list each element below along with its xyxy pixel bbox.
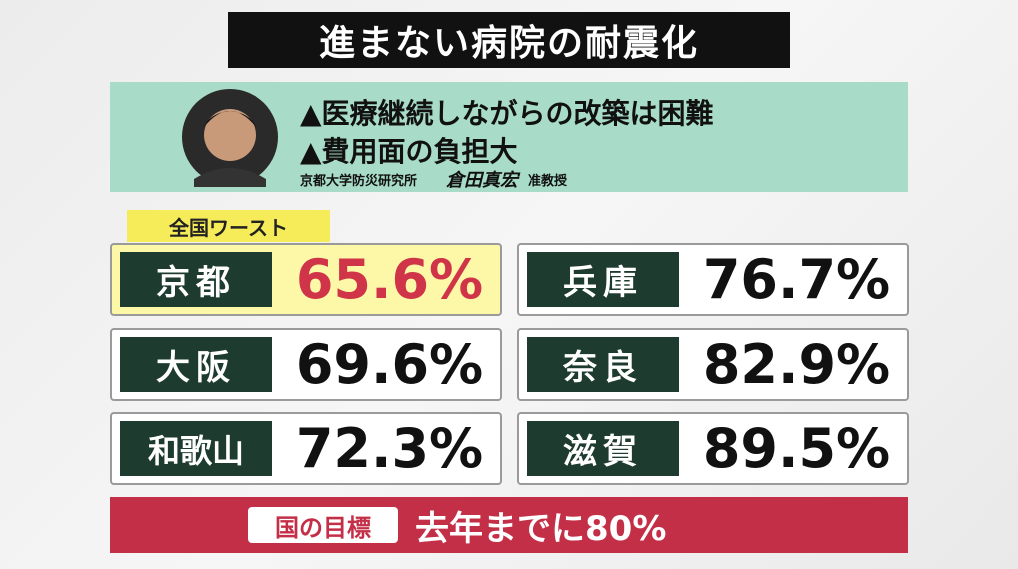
expert-photo [182,89,278,187]
prefecture-card: 滋賀 89.5% [517,412,909,485]
rate: 76.7% [702,248,891,311]
prefecture-name: 和歌山 [120,421,272,476]
rate: 82.9% [702,333,891,396]
rate: 65.6% [295,248,484,311]
prefecture-name: 滋賀 [527,421,679,476]
prefecture-card: 和歌山 72.3% [110,412,502,485]
expert-panel: ▲医療継続しながらの改築は困難 ▲費用面の負担大 京都大学防災研究所 倉田真宏 … [110,82,908,192]
rate: 69.6% [295,333,484,396]
prefecture-name: 兵庫 [527,252,679,307]
prefecture-name: 京都 [120,252,272,307]
point: ▲医療継続しながらの改築は困難 [300,97,714,130]
point: ▲費用面の負担大 [300,135,518,168]
title: 進まない病院の耐震化 [228,12,790,68]
expert-name: 倉田真宏 [446,170,518,191]
target-label: 国の目標 [248,507,398,543]
target-text: 去年までに80% [415,508,667,549]
prefecture-card: 奈良 82.9% [517,328,909,401]
target-bar: 国の目標 去年までに80% [110,497,908,553]
prefecture-name: 奈良 [527,337,679,392]
rate: 89.5% [702,417,891,480]
badge: 全国ワースト [127,210,330,242]
position: 准教授 [528,174,568,189]
prefecture-name: 大阪 [120,337,272,392]
prefecture-card: 兵庫 76.7% [517,243,909,316]
prefecture-card: 大阪 69.6% [110,328,502,401]
prefecture-card: 京都 65.6% [110,243,502,316]
affiliation: 京都大学防災研究所 [300,174,418,189]
rate: 72.3% [295,417,484,480]
